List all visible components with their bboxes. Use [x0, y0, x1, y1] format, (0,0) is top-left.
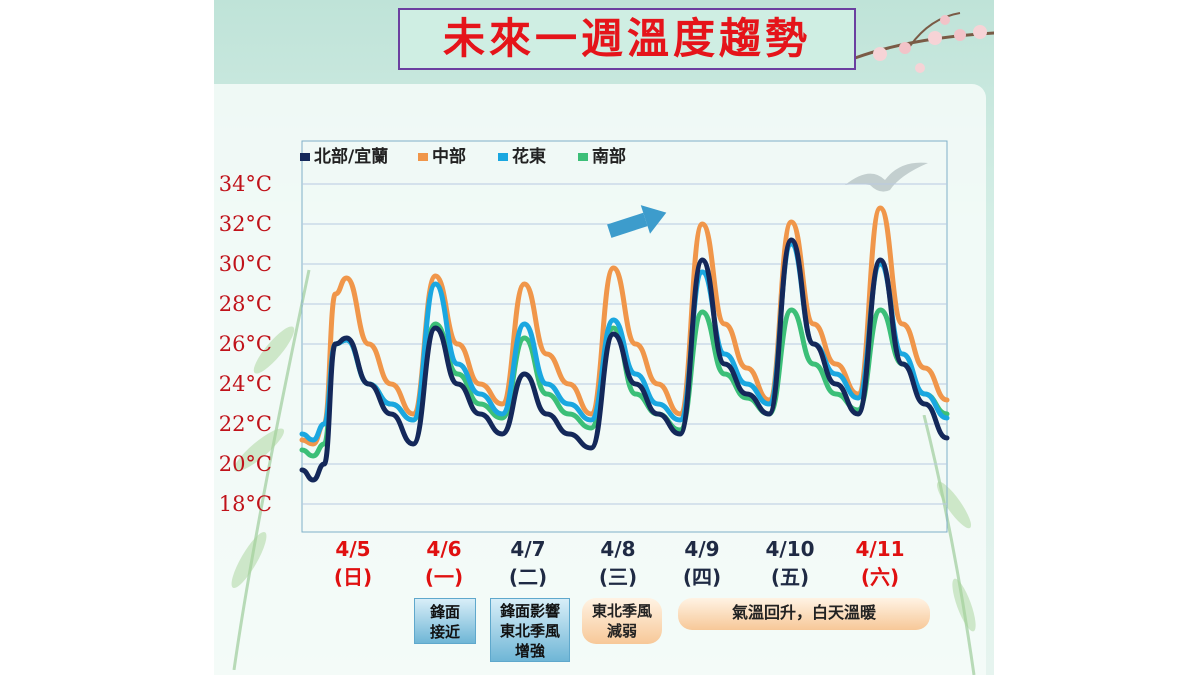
x-tick-date: 4/6 [426, 537, 461, 561]
x-tick-date: 4/9 [684, 537, 719, 561]
legend-label: 北部/宜蘭 [314, 146, 388, 167]
y-tick-label: 34°C [219, 172, 272, 196]
plot-frame [301, 140, 948, 533]
legend-label: 花東 [512, 146, 546, 167]
y-tick-label: 22°C [219, 412, 272, 436]
legend-swatch [578, 153, 588, 161]
y-tick-label: 28°C [219, 292, 272, 316]
y-tick-label: 32°C [219, 212, 272, 236]
legend-label: 中部 [432, 146, 466, 167]
legend-swatch [498, 153, 508, 161]
series-line-east [299, 241, 950, 443]
legend: 北部/宜蘭 中部 花東 南部 [300, 146, 626, 167]
x-tick-date: 4/11 [855, 537, 904, 561]
y-axis-ticks: 18°C 20°C 22°C 24°C 26°C 28°C 30°C 32°C 34°C [219, 172, 272, 516]
note-warming: 氣溫回升，白天溫暖 [678, 598, 930, 630]
x-tick-day: (四) [683, 565, 721, 589]
y-tick-label: 24°C [219, 372, 272, 396]
blossom-branch-icon [854, 12, 994, 73]
series-line-central [299, 205, 950, 447]
y-tick-label: 20°C [219, 452, 272, 476]
x-tick-day: (三) [599, 565, 637, 589]
leaves-icon [231, 269, 311, 670]
x-tick-day: (二) [509, 565, 547, 589]
series-lines [299, 205, 950, 483]
x-tick-day: (五) [771, 565, 809, 589]
series-line-north [299, 237, 950, 483]
legend-swatch [300, 153, 310, 161]
x-tick-date: 4/10 [765, 537, 814, 561]
y-tick-label: 26°C [219, 332, 272, 356]
x-tick-date: 4/7 [510, 537, 545, 561]
grid-lines [302, 183, 947, 505]
x-axis-ticks: 4/5 (日) 4/6 (一) 4/7 (二) 4/8 (三) 4/9 (四) 4/10 (五) 4/1… [334, 537, 905, 589]
note-front-monsoon: 鋒面影響 東北季風 增強 [490, 598, 570, 662]
trend-arrow-icon [607, 205, 667, 238]
x-tick-day: (日) [334, 565, 372, 589]
legend-swatch [418, 153, 428, 161]
x-tick-day: (一) [425, 565, 463, 589]
x-tick-date: 4/8 [600, 537, 635, 561]
x-tick-day: (六) [861, 565, 899, 589]
y-tick-label: 18°C [219, 492, 272, 516]
page-title: 未來一週溫度趨勢 [442, 14, 811, 63]
x-tick-date: 4/5 [335, 537, 370, 561]
y-tick-label: 30°C [219, 252, 272, 276]
leaves-right-icon [922, 415, 976, 675]
legend-label: 南部 [592, 146, 626, 167]
note-monsoon-weaken: 東北季風 減弱 [582, 598, 662, 644]
title-box: 未來一週溫度趨勢 [398, 8, 856, 70]
note-front-approach: 鋒面 接近 [414, 598, 476, 644]
